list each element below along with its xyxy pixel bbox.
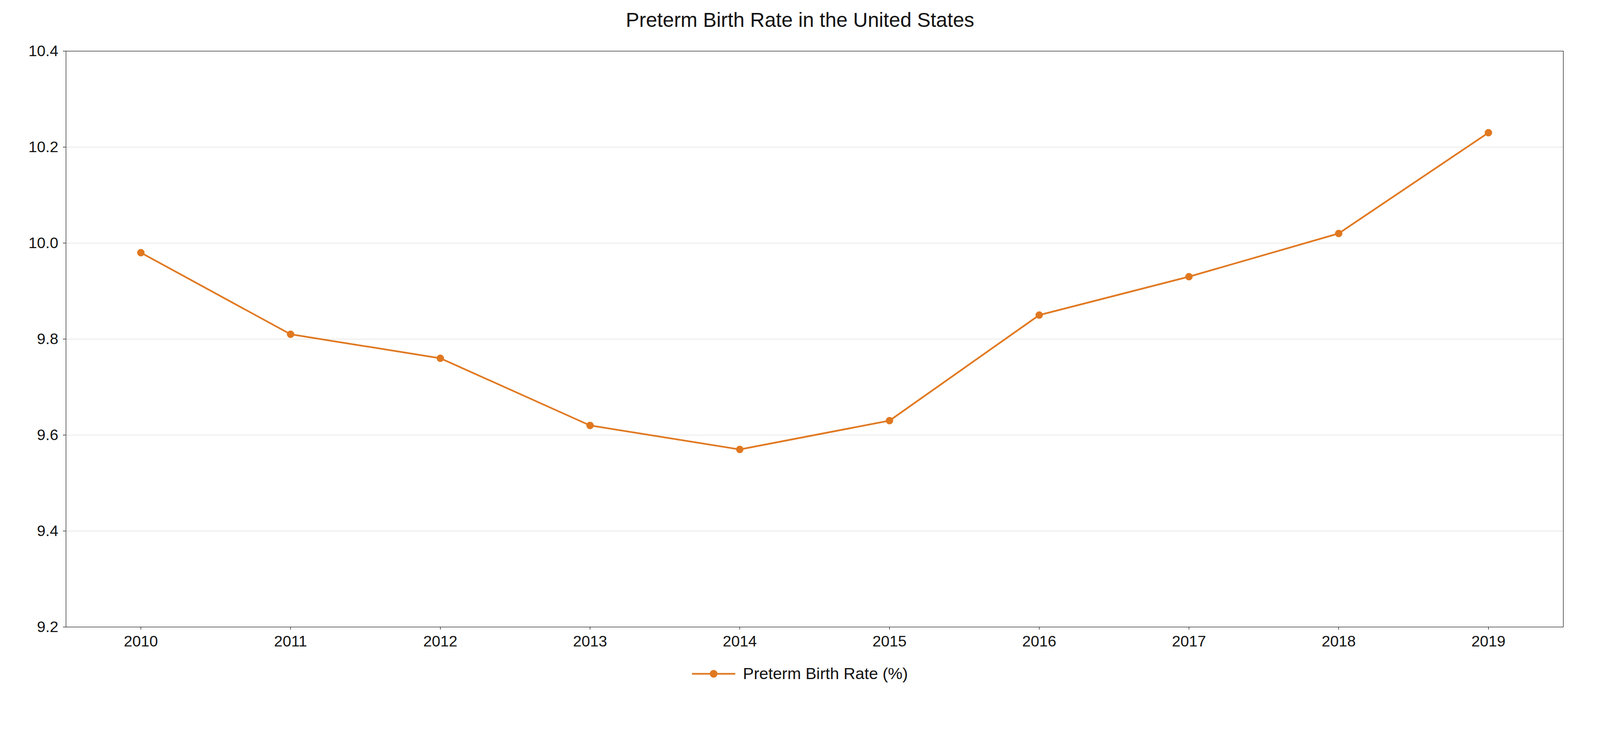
svg-text:9.8: 9.8	[36, 330, 59, 348]
svg-text:10.4: 10.4	[28, 42, 59, 60]
svg-text:2011: 2011	[274, 632, 308, 650]
html-text:Preterm Birth Rate in the Unit: Preterm Birth Rate in the United States	[625, 8, 975, 32]
svg-text:9.6: 9.6	[36, 426, 59, 444]
svg-text:2015: 2015	[872, 632, 907, 650]
svg-text:2018: 2018	[1321, 632, 1356, 650]
html-text:Preterm Birth Rate (%): Preterm Birth Rate (%)	[742, 664, 908, 683]
svg-text:2010: 2010	[123, 632, 158, 650]
svg-text:2014: 2014	[722, 632, 757, 650]
svg-text:2012: 2012	[423, 632, 458, 650]
svg-text:2019: 2019	[1471, 632, 1506, 650]
svg-text:9.2: 9.2	[36, 618, 59, 636]
svg-text:9.4: 9.4	[36, 522, 59, 540]
svg-text:2013: 2013	[573, 632, 608, 650]
svg-text:10.0: 10.0	[28, 234, 59, 252]
svg-text:2017: 2017	[1171, 632, 1206, 650]
svg-text:10.2: 10.2	[28, 138, 59, 156]
svg-text:2016: 2016	[1022, 632, 1057, 650]
